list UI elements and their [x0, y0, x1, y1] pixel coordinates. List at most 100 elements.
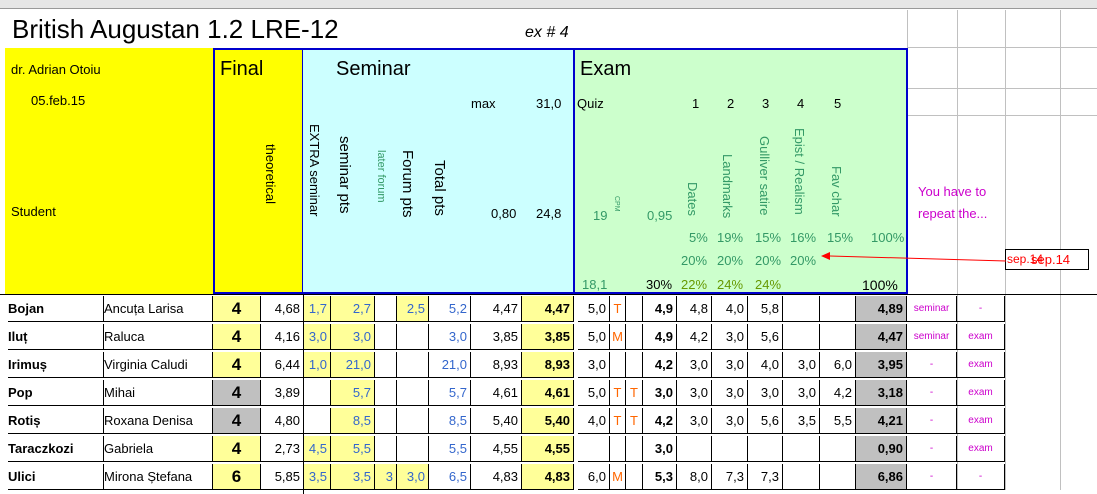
cell-e3[interactable]: [748, 436, 783, 462]
cell-grade[interactable]: 4,55: [522, 436, 574, 462]
cell-theo[interactable]: 3,89: [261, 380, 304, 406]
cell-last[interactable]: Bojan: [8, 296, 104, 322]
cell-e4[interactable]: [783, 464, 820, 490]
cell-extra[interactable]: 1,0: [304, 352, 331, 378]
cell-later[interactable]: [375, 380, 397, 406]
cell-qp[interactable]: 4,2: [643, 408, 677, 434]
cell-f1[interactable]: [610, 352, 626, 378]
cell-theo[interactable]: 4,68: [261, 296, 304, 322]
cell-e4[interactable]: [783, 436, 820, 462]
cell-forum[interactable]: [397, 408, 429, 434]
cell-f2[interactable]: [626, 296, 643, 322]
cell-e2[interactable]: 7,3: [712, 464, 748, 490]
cell-calc[interactable]: 4,83: [471, 464, 522, 490]
cell-calc[interactable]: 3,85: [471, 324, 522, 350]
cell-e1[interactable]: 8,0: [677, 464, 712, 490]
table-row[interactable]: Bojan Ancuța Larisa 4 4,68 1,7 2,7 2,5 5,2 4,47 4…: [0, 296, 1097, 322]
cell-sem[interactable]: 8,5: [331, 408, 375, 434]
cell-s1[interactable]: -: [907, 408, 957, 434]
cell-e3[interactable]: 5,8: [748, 296, 783, 322]
cell-later[interactable]: [375, 408, 397, 434]
cell-quiz[interactable]: 5,0: [578, 324, 610, 350]
cell-exam[interactable]: 3,18: [856, 380, 907, 406]
cell-last[interactable]: Pop: [8, 380, 104, 406]
cell-first[interactable]: Gabriela: [104, 436, 213, 462]
cell-grade[interactable]: 4,83: [522, 464, 574, 490]
cell-exam[interactable]: 6,86: [856, 464, 907, 490]
cell-total[interactable]: 21,0: [429, 352, 471, 378]
final-header[interactable]: Final theoretical: [213, 48, 304, 294]
table-row[interactable]: Rotiș Roxana Denisa 4 4,80 8,5 8,5 5,40 5,40 4,0…: [0, 408, 1097, 434]
cell-forum[interactable]: [397, 352, 429, 378]
cell-e1[interactable]: 3,0: [677, 352, 712, 378]
cell-exam[interactable]: 4,89: [856, 296, 907, 322]
cell-grade[interactable]: 4,47: [522, 296, 574, 322]
cell-e5[interactable]: 6,0: [820, 352, 856, 378]
info-block[interactable]: dr. Adrian Otoiu 05.feb.15 Student: [5, 48, 214, 294]
cell-s2[interactable]: exam: [957, 324, 1005, 350]
cell-f1[interactable]: M: [610, 324, 626, 350]
table-row[interactable]: Iluț Raluca 4 4,16 3,0 3,0 3,0 3,85 3,85 5,0 M 4,9 4…: [0, 324, 1097, 350]
cell-sem[interactable]: 3,5: [331, 464, 375, 490]
cell-final[interactable]: 4: [213, 324, 261, 350]
cell-quiz[interactable]: 4,0: [578, 408, 610, 434]
cell-f2[interactable]: T: [626, 380, 643, 406]
cell-first[interactable]: Raluca: [104, 324, 213, 350]
cell-sem[interactable]: 5,7: [331, 380, 375, 406]
cell-first[interactable]: Mirona Ștefana: [104, 464, 213, 490]
cell-final[interactable]: 4: [213, 352, 261, 378]
cell-sem[interactable]: 2,7: [331, 296, 375, 322]
seminar-header[interactable]: Seminar max 31,0 EXTRA seminar seminar p…: [303, 48, 575, 294]
cell-final[interactable]: 4: [213, 296, 261, 322]
sep-box[interactable]: sep.14: [1005, 249, 1089, 270]
cell-total[interactable]: 5,7: [429, 380, 471, 406]
cell-sem[interactable]: 5,5: [331, 436, 375, 462]
cell-quiz[interactable]: 5,0: [578, 296, 610, 322]
cell-f2[interactable]: [626, 436, 643, 462]
cell-calc[interactable]: 5,40: [471, 408, 522, 434]
cell-sem[interactable]: 3,0: [331, 324, 375, 350]
cell-e3[interactable]: 4,0: [748, 352, 783, 378]
cell-total[interactable]: 8,5: [429, 408, 471, 434]
cell-f1[interactable]: M: [610, 464, 626, 490]
cell-forum[interactable]: [397, 436, 429, 462]
cell-e2[interactable]: 4,0: [712, 296, 748, 322]
cell-s2[interactable]: exam: [957, 380, 1005, 406]
cell-f2[interactable]: T: [626, 408, 643, 434]
cell-later[interactable]: [375, 436, 397, 462]
cell-e4[interactable]: [783, 296, 820, 322]
cell-qp[interactable]: 5,3: [643, 464, 677, 490]
cell-exam[interactable]: 4,21: [856, 408, 907, 434]
cell-later[interactable]: 3: [375, 464, 397, 490]
cell-quiz[interactable]: 5,0: [578, 380, 610, 406]
repeat-note[interactable]: You have to repeat the...: [918, 184, 988, 221]
sheet-title[interactable]: British Augustan 1.2 LRE-12: [12, 14, 339, 44]
exam-header[interactable]: Exam Quiz 1 2 3 4 5 19 CPM 0,95 Dates La…: [573, 48, 908, 294]
cell-e5[interactable]: [820, 324, 856, 350]
cell-final[interactable]: 4: [213, 408, 261, 434]
table-row[interactable]: Pop Mihai 4 3,89 5,7 5,7 4,61 4,61 5,0 T T 3,0 3,0 3,…: [0, 380, 1097, 406]
cell-exam[interactable]: 0,90: [856, 436, 907, 462]
cell-extra[interactable]: 1,7: [304, 296, 331, 322]
cell-e3[interactable]: 3,0: [748, 380, 783, 406]
cell-first[interactable]: Virginia Caludi: [104, 352, 213, 378]
cell-calc[interactable]: 8,93: [471, 352, 522, 378]
cell-f2[interactable]: [626, 324, 643, 350]
table-row[interactable]: Irimuș Virginia Caludi 4 6,44 1,0 21,0 21,0 8,9…: [0, 352, 1097, 378]
cell-theo[interactable]: 2,73: [261, 436, 304, 462]
cell-forum[interactable]: [397, 324, 429, 350]
cell-e1[interactable]: 3,0: [677, 380, 712, 406]
cell-calc[interactable]: 4,55: [471, 436, 522, 462]
cell-calc[interactable]: 4,61: [471, 380, 522, 406]
cell-grade[interactable]: 4,61: [522, 380, 574, 406]
cell-e3[interactable]: 5,6: [748, 324, 783, 350]
cell-first[interactable]: Ancuța Larisa: [104, 296, 213, 322]
cell-s1[interactable]: seminar: [907, 324, 957, 350]
cell-f1[interactable]: [610, 436, 626, 462]
cell-qp[interactable]: 3,0: [643, 380, 677, 406]
cell-forum[interactable]: [397, 380, 429, 406]
cell-forum[interactable]: 2,5: [397, 296, 429, 322]
cell-quiz[interactable]: [578, 436, 610, 462]
cell-s1[interactable]: -: [907, 464, 957, 490]
cell-forum[interactable]: 3,0: [397, 464, 429, 490]
